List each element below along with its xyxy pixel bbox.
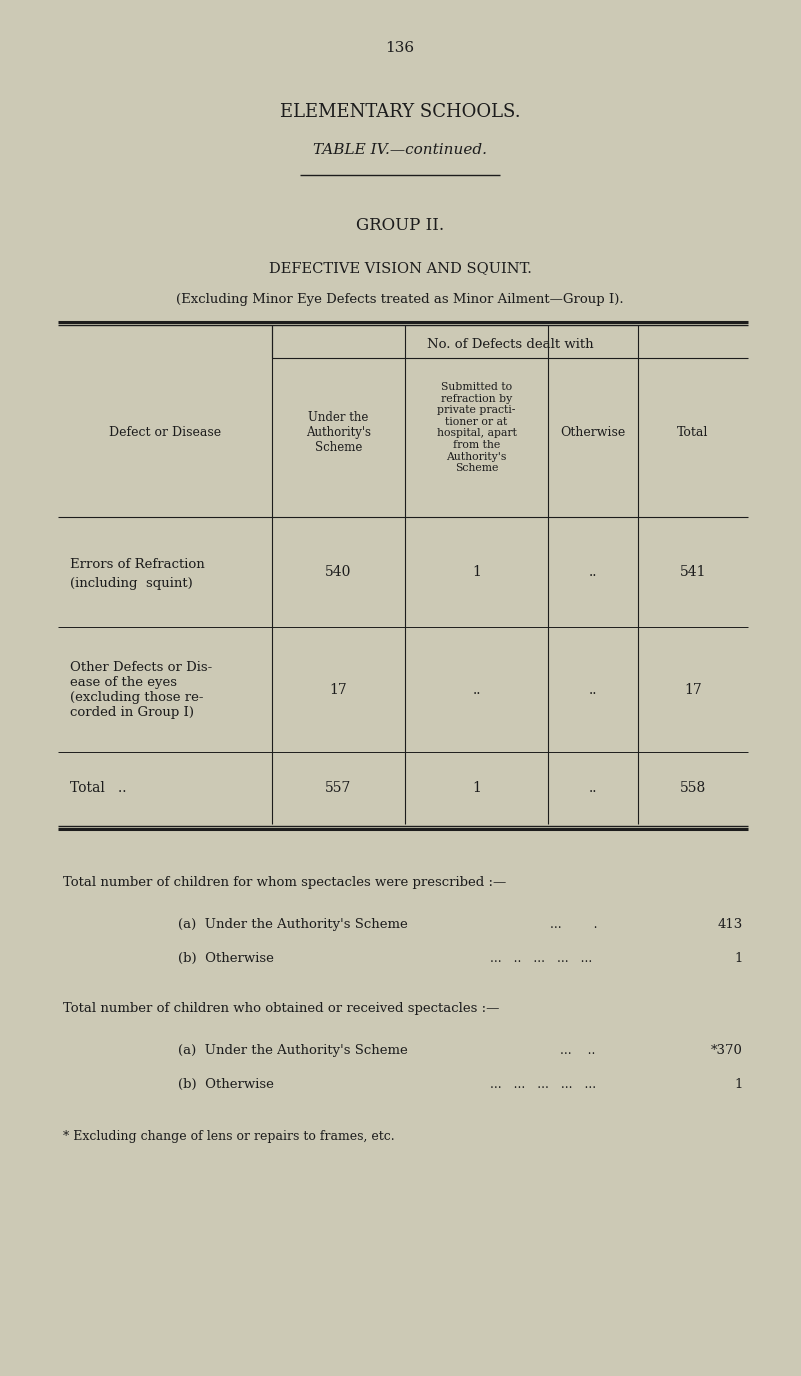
Text: Under the
Authority's
Scheme: Under the Authority's Scheme bbox=[306, 411, 371, 454]
Text: (b)  Otherwise: (b) Otherwise bbox=[178, 1077, 274, 1091]
Text: 1: 1 bbox=[472, 782, 481, 795]
Text: (b)  Otherwise: (b) Otherwise bbox=[178, 952, 274, 965]
Text: Other Defects or Dis-: Other Defects or Dis- bbox=[70, 660, 212, 674]
Text: *370: *370 bbox=[711, 1044, 743, 1057]
Text: 17: 17 bbox=[684, 682, 702, 696]
Text: Otherwise: Otherwise bbox=[561, 427, 626, 439]
Text: 541: 541 bbox=[680, 566, 706, 579]
Text: (including  squint): (including squint) bbox=[70, 578, 193, 590]
Text: Defect or Disease: Defect or Disease bbox=[109, 427, 221, 439]
Text: * Excluding change of lens or repairs to frames, etc.: * Excluding change of lens or repairs to… bbox=[63, 1130, 395, 1143]
Text: ease of the eyes: ease of the eyes bbox=[70, 676, 177, 689]
Text: ..: .. bbox=[589, 682, 598, 696]
Text: ..: .. bbox=[589, 782, 598, 795]
Text: Total   ..: Total .. bbox=[70, 782, 127, 795]
Text: ...        .: ... . bbox=[550, 918, 598, 932]
Text: (a)  Under the Authority's Scheme: (a) Under the Authority's Scheme bbox=[178, 1044, 408, 1057]
Text: corded in Group I): corded in Group I) bbox=[70, 706, 194, 720]
Text: TABLE IV.—continued.: TABLE IV.—continued. bbox=[313, 143, 487, 157]
Text: 136: 136 bbox=[385, 41, 415, 55]
Text: 558: 558 bbox=[680, 782, 706, 795]
Text: ...   ..   ...   ...   ...: ... .. ... ... ... bbox=[490, 952, 592, 965]
Text: ...   ...   ...   ...   ...: ... ... ... ... ... bbox=[490, 1077, 596, 1091]
Text: (excluding those re-: (excluding those re- bbox=[70, 691, 203, 705]
Text: No. of Defects dealt with: No. of Defects dealt with bbox=[427, 337, 594, 351]
Text: 1: 1 bbox=[735, 1077, 743, 1091]
Text: Total: Total bbox=[678, 427, 709, 439]
Text: ...    ..: ... .. bbox=[560, 1044, 595, 1057]
Text: Total number of children for whom spectacles were prescribed :—: Total number of children for whom specta… bbox=[63, 877, 506, 889]
Text: ..: .. bbox=[473, 682, 481, 696]
Text: Submitted to
refraction by
private practi-
tioner or at
hospital, apart
from the: Submitted to refraction by private pract… bbox=[437, 383, 517, 473]
Text: GROUP II.: GROUP II. bbox=[356, 216, 444, 234]
Text: 1: 1 bbox=[735, 952, 743, 965]
Text: ELEMENTARY SCHOOLS.: ELEMENTARY SCHOOLS. bbox=[280, 103, 521, 121]
Text: Total number of children who obtained or received spectacles :—: Total number of children who obtained or… bbox=[63, 1002, 499, 1015]
Text: 1: 1 bbox=[472, 566, 481, 579]
Text: DEFECTIVE VISION AND SQUINT.: DEFECTIVE VISION AND SQUINT. bbox=[268, 261, 531, 275]
Text: 413: 413 bbox=[718, 918, 743, 932]
Text: ..: .. bbox=[589, 566, 598, 579]
Text: 17: 17 bbox=[330, 682, 348, 696]
Text: 557: 557 bbox=[325, 782, 352, 795]
Text: Errors of Refraction: Errors of Refraction bbox=[70, 557, 205, 571]
Text: 540: 540 bbox=[325, 566, 352, 579]
Text: (a)  Under the Authority's Scheme: (a) Under the Authority's Scheme bbox=[178, 918, 408, 932]
Text: (Excluding Minor Eye Defects treated as Minor Ailment—Group I).: (Excluding Minor Eye Defects treated as … bbox=[176, 293, 624, 307]
